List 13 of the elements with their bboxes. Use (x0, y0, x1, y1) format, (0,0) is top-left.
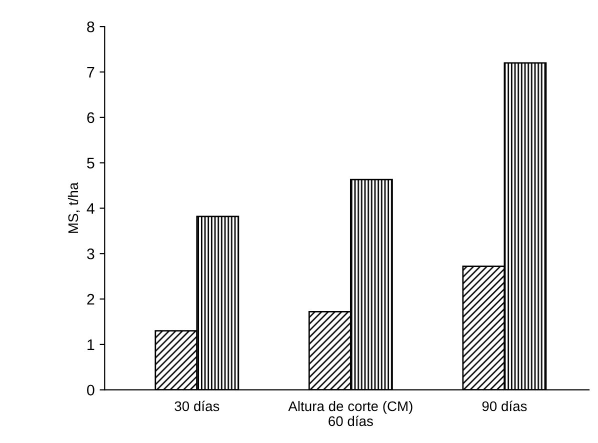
y-tick-label: 5 (87, 158, 94, 168)
y-tick-label: 0 (87, 384, 94, 396)
y-tick-label: 1 (88, 339, 94, 350)
y-tick-label: 2 (87, 294, 94, 305)
x-tick-label: Altura de corte (CM) 60 días (288, 400, 412, 426)
y-tick-label: 4 (86, 203, 94, 214)
y-tick-label: 7 (87, 67, 94, 78)
y-tick-label: 8 (87, 21, 94, 32)
y-axis-title: MS, t/ha (68, 182, 80, 233)
y-tick-label: 6 (87, 112, 94, 124)
x-tick-label: 30 días (174, 400, 220, 412)
y-tick-label: 3 (87, 248, 94, 260)
x-tick-label: 90 días (482, 400, 527, 412)
